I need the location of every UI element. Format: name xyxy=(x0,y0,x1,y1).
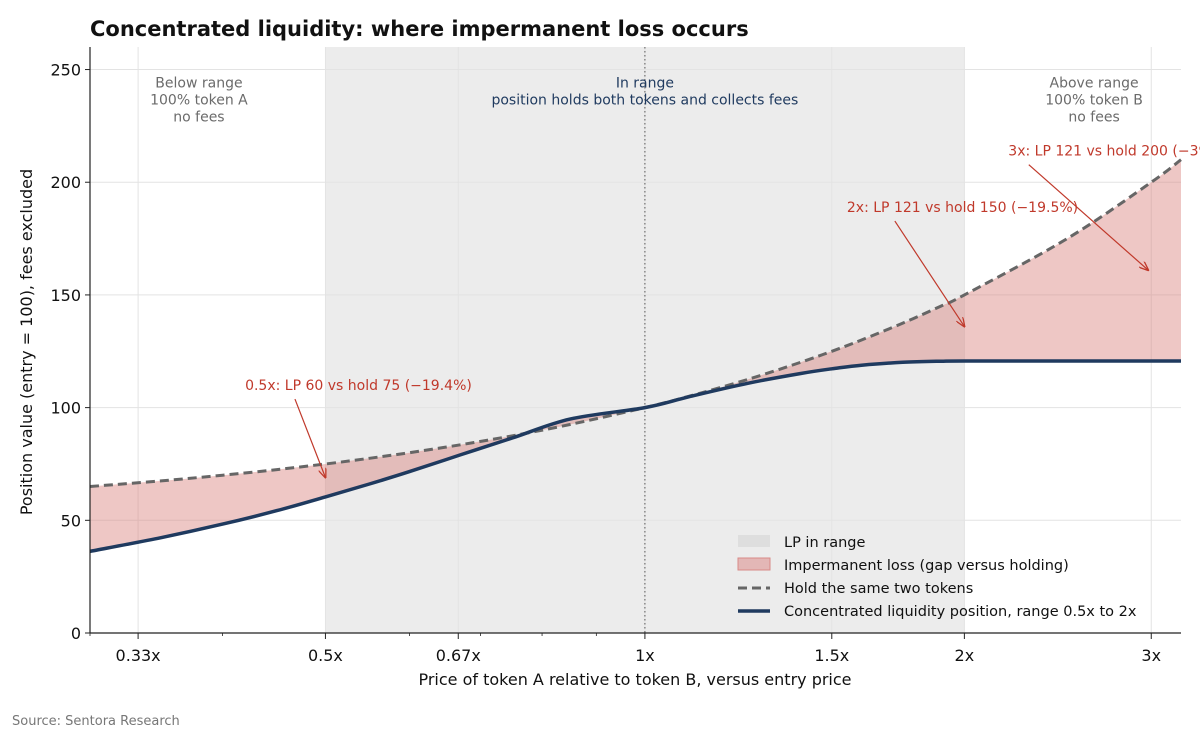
legend-swatch xyxy=(737,557,771,571)
x-tick-label: 2x xyxy=(955,646,975,665)
legend-label: Concentrated liquidity position, range 0… xyxy=(784,604,1137,620)
region-label-line: no fees xyxy=(1068,109,1119,125)
annotation-text: 0.5x: LP 60 vs hold 75 (−19.4%) xyxy=(245,378,472,394)
y-tick-label: 250 xyxy=(50,61,81,80)
annotation-arrow xyxy=(1028,164,1148,270)
x-tick-label: 0.33x xyxy=(116,646,161,665)
y-axis-label: Position value (entry = 100), fees exclu… xyxy=(17,169,36,515)
x-tick-label: 1.5x xyxy=(814,646,849,665)
region-label: In range position holds both tokens and c… xyxy=(491,75,798,108)
x-axis-label: Price of token A relative to token B, ve… xyxy=(418,670,851,689)
annotation-text: 3x: LP 121 vs hold 200 (−39.6%) xyxy=(1008,144,1200,160)
x-tick-label: 1x xyxy=(635,646,655,665)
legend-label: Hold the same two tokens xyxy=(784,581,973,597)
region-label-line: Above range xyxy=(1050,75,1139,91)
series-layer xyxy=(89,158,1182,554)
legend-swatch xyxy=(738,535,770,547)
x-tick-label: 0.67x xyxy=(436,646,481,665)
lp-position-line xyxy=(89,359,1181,554)
y-tick-label: 100 xyxy=(50,399,81,418)
impermanent-loss-area xyxy=(90,159,1181,552)
region-label-line: 100% token A xyxy=(150,92,248,108)
y-tick-label: 50 xyxy=(61,511,81,530)
annotation-arrow xyxy=(294,398,325,477)
annotation-arrow xyxy=(894,220,965,326)
x-tick-label: 0.5x xyxy=(308,646,343,665)
legend-label: Impermanent loss (gap versus holding) xyxy=(784,558,1069,574)
annotation-text: 2x: LP 121 vs hold 150 (−19.5%) xyxy=(847,200,1078,216)
legend: LP in range Impermanent loss (gap versus … xyxy=(737,535,1137,620)
y-tick-label: 150 xyxy=(50,286,81,305)
y-tick-label: 200 xyxy=(50,173,81,192)
region-label-line: In range xyxy=(616,75,674,91)
region-label-line: no fees xyxy=(173,109,224,125)
chart-title: Concentrated liquidity: where impermanen… xyxy=(90,17,749,41)
region-label-line: Below range xyxy=(155,75,242,91)
legend-label: LP in range xyxy=(784,535,866,551)
region-label-line: 100% token B xyxy=(1045,92,1143,108)
region-label-line: position holds both tokens and collects … xyxy=(491,92,798,108)
y-tick-label: 0 xyxy=(71,624,81,643)
loss-fill-layer xyxy=(90,159,1181,552)
axes-layer: 0 50 100 150 200 250 0.33x 0.5x 0.67x 1x 1.5x 2x 3x xyxy=(50,47,1181,665)
x-tick-label: 3x xyxy=(1141,646,1161,665)
source-note: Source: Sentora Research xyxy=(12,714,180,729)
